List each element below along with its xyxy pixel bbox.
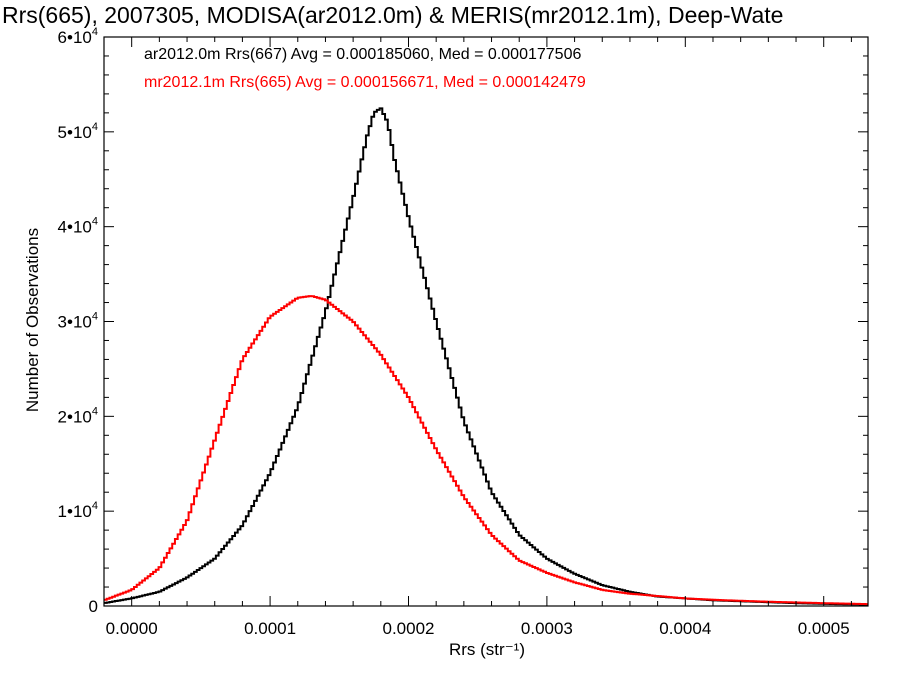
x-tick-label: 0.0000 (106, 619, 158, 638)
series-layer (104, 107, 868, 606)
y-tick-label: 1•104 (58, 500, 98, 521)
y-tick-label: 0 (89, 597, 98, 616)
x-tick-label: 0.0002 (382, 619, 434, 638)
x-axis-label: Rrs (str⁻¹) (449, 640, 525, 659)
y-tick-label: 6•104 (58, 26, 98, 47)
legend-entry-2: mr2012.1m Rrs(665) Avg = 0.000156671, Me… (144, 74, 586, 91)
y-tick-label: 2•104 (58, 405, 98, 426)
y-tick-label: 3•104 (58, 311, 98, 332)
x-tick-label: 0.0001 (244, 619, 296, 638)
legend-entry-1: ar2012.0m Rrs(667) Avg = 0.000185060, Me… (144, 46, 581, 63)
x-tick-label: 0.0003 (521, 619, 573, 638)
y-axis-label: Number of Observations (23, 228, 42, 412)
y-tick-label: 4•104 (58, 216, 98, 237)
legend: ar2012.0m Rrs(667) Avg = 0.000185060, Me… (144, 46, 586, 91)
series-line-2 (104, 295, 868, 606)
chart-title: Rrs(665), 2007305, MODISA(ar2012.0m) & M… (2, 2, 783, 28)
x-tick-label: 0.0004 (659, 619, 711, 638)
plot-frame (103, 36, 869, 607)
x-tick-label: 0.0005 (798, 619, 850, 638)
y-tick-label: 5•104 (58, 121, 98, 142)
ticks-layer: 0.0000 0.0001 0.0002 0.0003 0.0004 0.0005 0 1•1… (58, 26, 868, 638)
